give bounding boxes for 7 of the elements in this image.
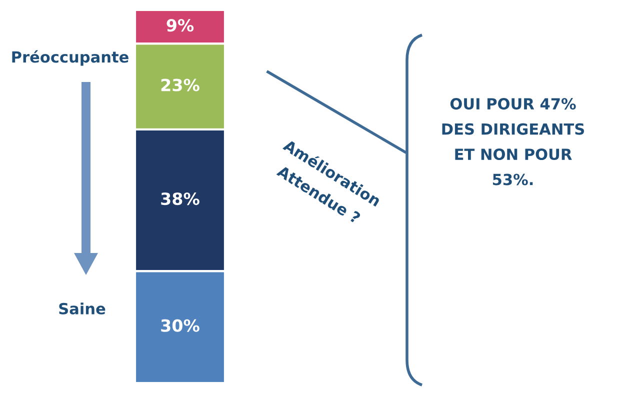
data-label: 38% — [161, 192, 200, 206]
data-label: 9% — [166, 19, 194, 32]
data-label: 23% — [161, 78, 200, 92]
text: Préoccupante — [12, 50, 128, 66]
text: Saine — [59, 302, 106, 314]
text: OUI POUR 47% DES DIRIGEANTS ET NON POUR 53%. — [442, 98, 584, 186]
data-label: 30% — [161, 319, 200, 332]
